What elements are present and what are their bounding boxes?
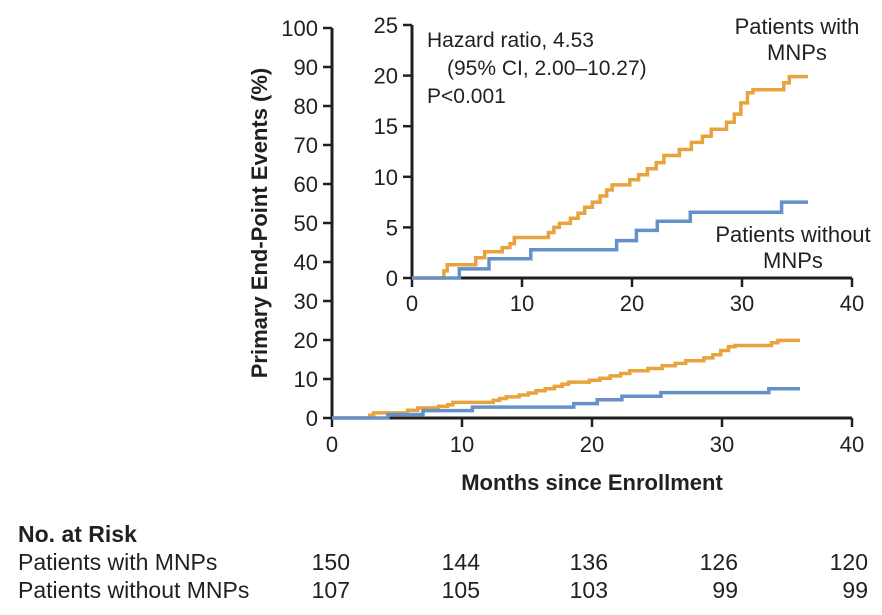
inset-plot-curves [412, 74, 808, 280]
risk-row-label-without-mnps: Patients without MNPs [18, 577, 249, 603]
inset-curve-without-mnps [412, 200, 808, 280]
main-plot-curves [332, 338, 800, 420]
inset-y-tick-label: 25 [374, 13, 398, 38]
inset-y-tick-label: 10 [374, 165, 398, 190]
main-y-tick-label: 30 [294, 289, 318, 314]
main-y-tick-label: 20 [294, 328, 318, 353]
risk-value: 99 [712, 577, 738, 603]
annotation-hazard-ratio: Hazard ratio, 4.53 [427, 29, 594, 52]
inset-y-tick-label: 15 [374, 114, 398, 139]
inset-x-tick-label: 40 [840, 291, 864, 316]
main-x-tick-label: 10 [450, 432, 474, 457]
main-x-tick-label: 30 [710, 432, 734, 457]
risk-value: 144 [442, 549, 481, 575]
main-y-tick-label: 10 [294, 367, 318, 392]
main-y-tick-label: 0 [306, 406, 318, 431]
inset-y-tick-label: 20 [374, 64, 398, 89]
inset-plot-axes: 0 5 10 15 20 25 0 10 20 30 40 [374, 13, 865, 316]
series-label-with-mnps-line1: Patients with [735, 14, 860, 39]
y-axis-title: Primary End-Point Events (%) [247, 68, 272, 379]
series-label-without-mnps-line2: MNPs [763, 248, 823, 273]
main-y-tick-label: 80 [294, 94, 318, 119]
inset-curve-with-mnps [412, 74, 808, 280]
risk-value: 107 [312, 577, 350, 603]
main-x-tick-label: 40 [840, 432, 864, 457]
inset-y-tick-label: 0 [386, 266, 398, 291]
inset-x-tick-label: 0 [406, 291, 418, 316]
main-y-tick-label: 70 [294, 133, 318, 158]
main-y-tick-label: 40 [294, 250, 318, 275]
annotation-p-value: P<0.001 [427, 85, 506, 108]
annotation-confidence-interval: (95% CI, 2.00–10.27) [447, 57, 647, 80]
inset-x-tick-label: 20 [620, 291, 644, 316]
main-y-tick-label: 100 [281, 16, 318, 41]
main-x-tick-label: 0 [326, 432, 338, 457]
main-y-tick-label: 50 [294, 211, 318, 236]
series-label-with-mnps-line2: MNPs [767, 40, 827, 65]
main-y-tick-label: 90 [294, 55, 318, 80]
x-axis-title: Months since Enrollment [461, 470, 723, 495]
main-curve-without-mnps [332, 387, 800, 420]
risk-value: 120 [830, 549, 868, 575]
risk-value: 103 [570, 577, 608, 603]
main-curve-with-mnps [332, 338, 800, 420]
inset-x-tick-label: 30 [730, 291, 754, 316]
series-label-without-mnps-line1: Patients without [715, 222, 870, 247]
inset-y-tick-label: 5 [386, 215, 398, 240]
inset-x-tick-label: 10 [510, 291, 534, 316]
risk-table-title: No. at Risk [18, 521, 137, 547]
risk-value: 99 [842, 577, 868, 603]
risk-value: 126 [700, 549, 738, 575]
risk-value: 136 [570, 549, 608, 575]
risk-value: 150 [312, 549, 350, 575]
main-x-tick-label: 20 [580, 432, 604, 457]
risk-value: 105 [442, 577, 480, 603]
risk-row-label-with-mnps: Patients with MNPs [18, 549, 217, 575]
main-y-tick-label: 60 [294, 172, 318, 197]
